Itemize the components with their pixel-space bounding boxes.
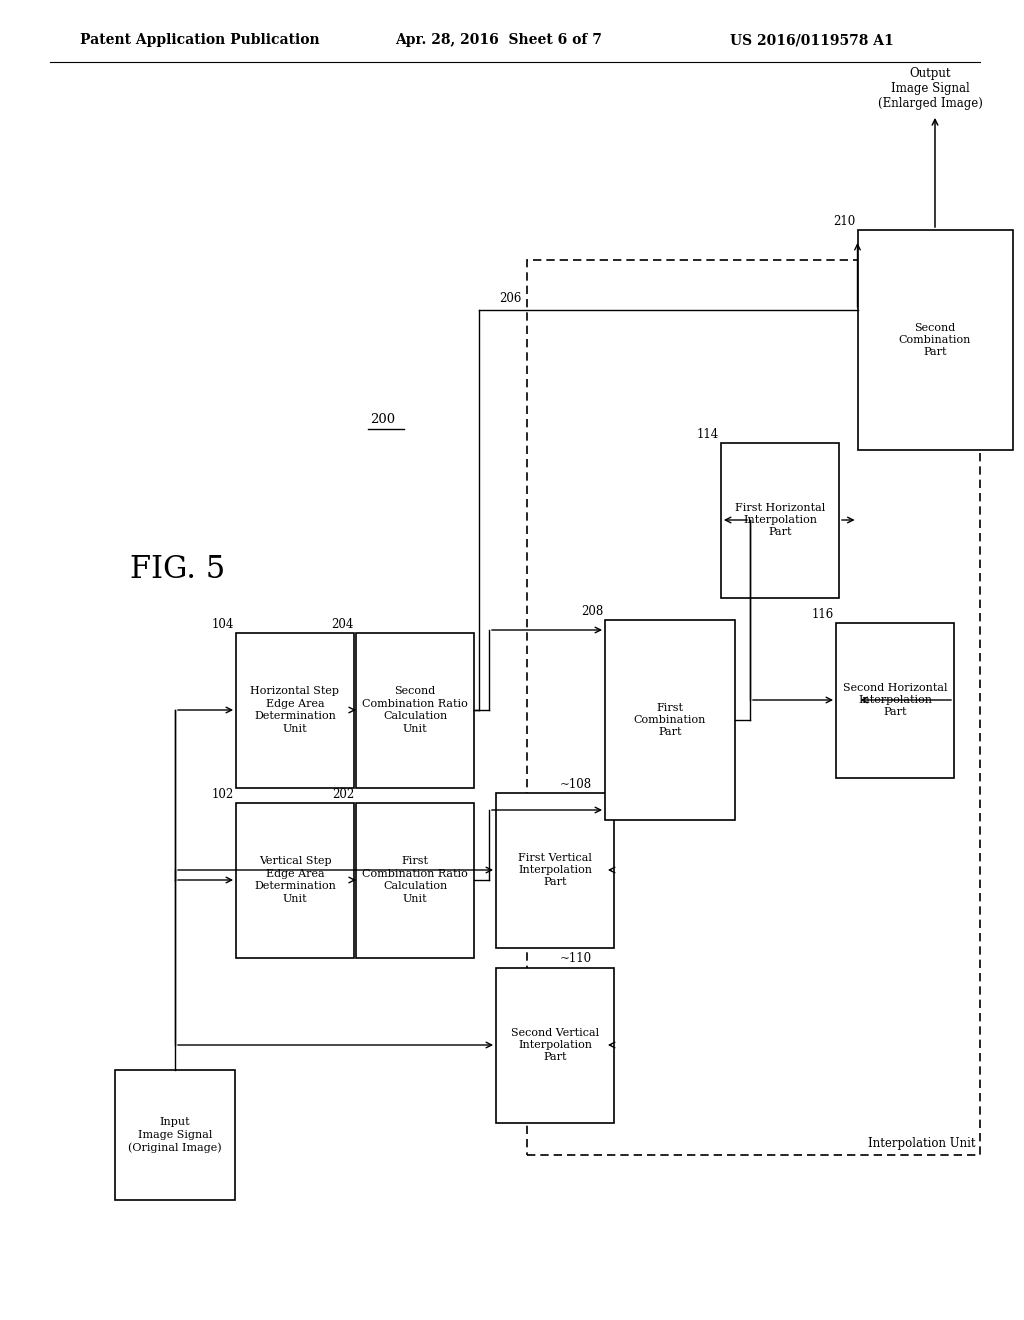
- Text: 208: 208: [581, 605, 603, 618]
- Text: 102: 102: [212, 788, 234, 800]
- Bar: [527, 260, 980, 1155]
- Bar: [857, 230, 1013, 450]
- Bar: [836, 623, 954, 777]
- Text: Patent Application Publication: Patent Application Publication: [80, 33, 319, 48]
- Text: 210: 210: [834, 215, 855, 228]
- Text: Second Horizontal
Interpolation
Part: Second Horizontal Interpolation Part: [843, 682, 947, 717]
- Text: 200: 200: [370, 413, 395, 426]
- Text: Second
Combination Ratio
Calculation
Unit: Second Combination Ratio Calculation Uni…: [362, 686, 468, 734]
- Text: 104: 104: [212, 618, 234, 631]
- Text: Second Vertical
Interpolation
Part: Second Vertical Interpolation Part: [511, 1027, 599, 1063]
- Text: 116: 116: [812, 607, 834, 620]
- Text: First Vertical
Interpolation
Part: First Vertical Interpolation Part: [518, 853, 592, 887]
- Bar: [496, 968, 614, 1122]
- Bar: [236, 632, 354, 788]
- Text: US 2016/0119578 A1: US 2016/0119578 A1: [730, 33, 894, 48]
- Text: Interpolation Unit: Interpolation Unit: [867, 1137, 975, 1150]
- Text: ~108: ~108: [560, 777, 592, 791]
- Text: Second
Combination
Part: Second Combination Part: [899, 322, 971, 358]
- Text: ~110: ~110: [560, 953, 592, 965]
- Text: 202: 202: [332, 788, 354, 800]
- Bar: [115, 1071, 234, 1200]
- Text: Apr. 28, 2016  Sheet 6 of 7: Apr. 28, 2016 Sheet 6 of 7: [395, 33, 602, 48]
- Text: Vertical Step
Edge Area
Determination
Unit: Vertical Step Edge Area Determination Un…: [254, 857, 336, 904]
- Text: FIG. 5: FIG. 5: [130, 554, 225, 586]
- Text: First
Combination Ratio
Calculation
Unit: First Combination Ratio Calculation Unit: [362, 857, 468, 904]
- Text: 206: 206: [499, 292, 521, 305]
- Bar: [356, 803, 474, 957]
- Bar: [356, 632, 474, 788]
- Text: Output
Image Signal
(Enlarged Image): Output Image Signal (Enlarged Image): [878, 67, 982, 110]
- Bar: [496, 792, 614, 948]
- Bar: [236, 803, 354, 957]
- Bar: [605, 620, 735, 820]
- Bar: [721, 442, 839, 598]
- Text: 204: 204: [332, 618, 354, 631]
- Text: 114: 114: [696, 428, 719, 441]
- Text: First
Combination
Part: First Combination Part: [634, 702, 707, 738]
- Text: Input
Image Signal
(Original Image): Input Image Signal (Original Image): [128, 1117, 222, 1152]
- Text: Horizontal Step
Edge Area
Determination
Unit: Horizontal Step Edge Area Determination …: [251, 686, 340, 734]
- Text: First Horizontal
Interpolation
Part: First Horizontal Interpolation Part: [735, 503, 825, 537]
